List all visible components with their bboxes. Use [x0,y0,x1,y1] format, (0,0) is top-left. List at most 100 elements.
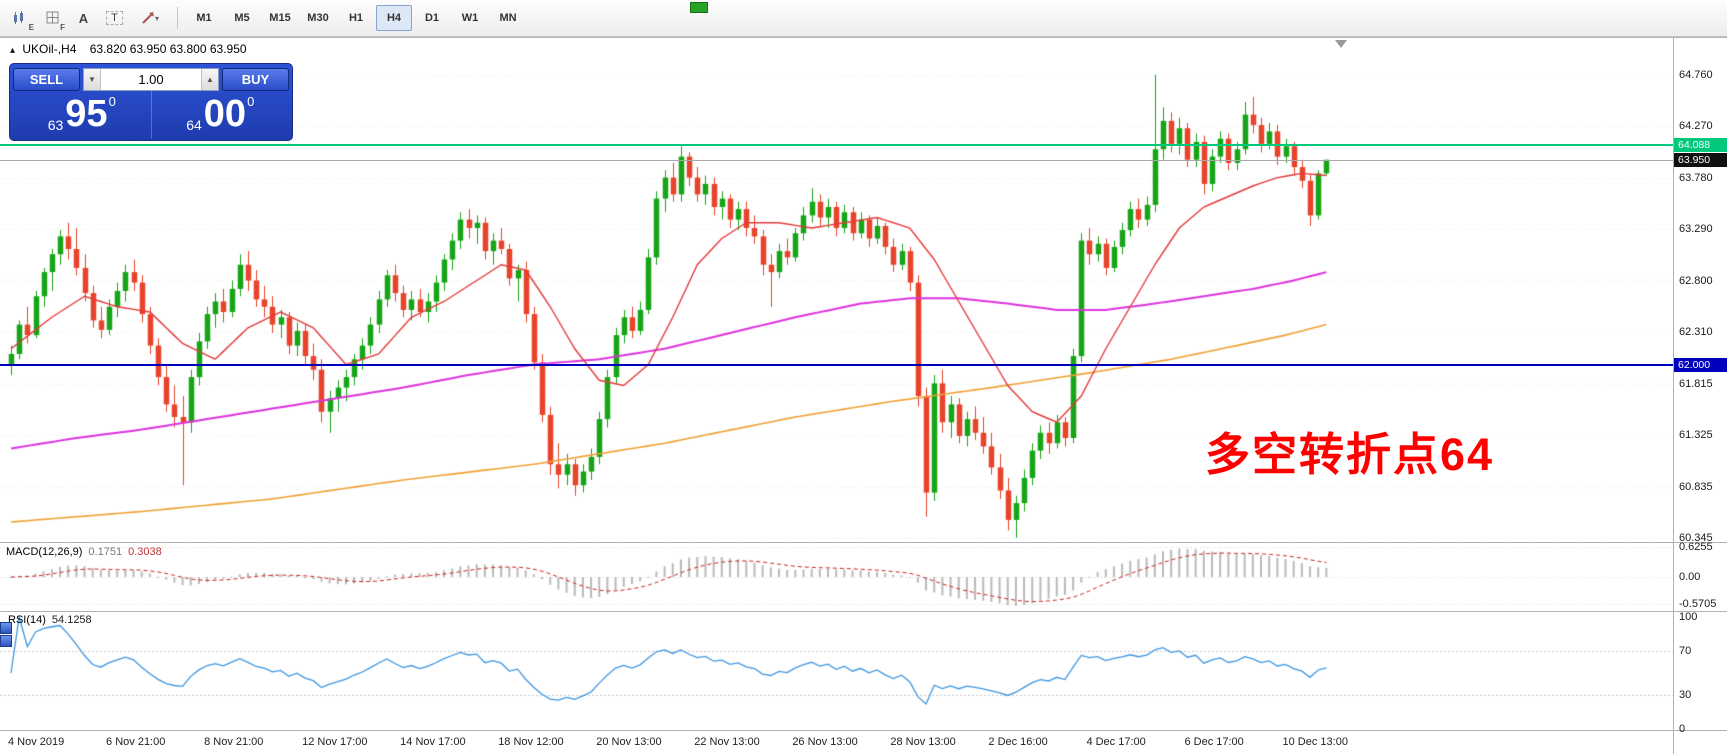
macd-splitter[interactable] [0,542,1727,543]
time-axis-label: 8 Nov 21:00 [204,736,264,748]
resistance-price-tag: 64.088 [1674,138,1727,153]
macd-signal-value: 0.3038 [128,546,162,558]
timeframe-button-H4[interactable]: H4 [376,5,412,31]
time-axis-label: 4 Nov 2019 [8,736,65,748]
buy-price-sup: 0 [247,94,255,109]
time-axis-label: 22 Nov 13:00 [694,736,760,748]
buy-price-main: 00 [203,93,247,135]
rsi-value: 54.1258 [51,614,92,626]
time-axis-label: 14 Nov 17:00 [400,736,466,748]
toolbar-separator [177,7,178,29]
time-axis-label: 4 Dec 17:00 [1086,736,1146,748]
macd-main-value: 0.1751 [88,546,123,558]
price-axis-label: 63.290 [1679,223,1713,236]
timeframe-button-M1[interactable]: M1 [196,12,212,24]
bid-price-line [0,159,1673,161]
price-axis-label: 61.815 [1679,377,1713,390]
timeframe-button-H1[interactable]: H1 [348,12,364,24]
support-price-tag: 62.000 [1674,357,1727,372]
volume-decrease-button[interactable]: ▼ [84,69,101,90]
collapse-trade-panel-icon[interactable]: ▴ [10,45,16,56]
sell-price-main: 95 [65,93,108,135]
ohlc-values: 63.820 63.950 63.800 63.950 [89,42,247,56]
price-axis-label: 60.835 [1679,480,1713,493]
time-axis-label: 2 Dec 16:00 [988,736,1048,748]
price-axis-label: 60.345 [1679,532,1713,545]
time-axis-label: 28 Nov 13:00 [890,736,956,748]
timeframe-button-W1[interactable]: W1 [461,12,479,24]
volume-increase-button[interactable]: ▲ [201,69,218,90]
price-axis-label: 61.325 [1679,429,1713,442]
chart-top-border [0,37,1727,38]
stray-window-icon [0,622,13,649]
price-axis-label: 63.780 [1679,171,1713,184]
macd-axis-label: -0.5705 [1679,598,1717,611]
macd-axis-label: 0.6255 [1679,540,1713,553]
sell-price-prefix: 63 [47,117,64,133]
sell-price-sup: 0 [108,94,116,109]
chevron-down-icon: ▾ [154,13,159,23]
shapes-dropdown-button[interactable]: ▾ [131,4,169,32]
timeframe-toolbar: M1 M5 M15 M30 H1 H4 D1 W1 MN [185,5,527,31]
one-click-trading-panel: SELL ▼ 1.00 ▲ BUY 63 95 0 64 00 0 [9,63,293,141]
timeframe-button-MN[interactable]: MN [499,12,517,24]
rsi-label: RSI(14) [8,614,46,626]
timeframe-button-D1[interactable]: D1 [424,12,440,24]
time-axis-label: 6 Dec 17:00 [1184,736,1244,748]
time-axis-label: 10 Dec 13:00 [1282,736,1348,748]
price-axis-label: 64.760 [1679,68,1713,81]
buy-button[interactable]: BUY [222,68,289,91]
rsi-axis-label: 100 [1679,611,1698,623]
support-hline[interactable] [0,363,1673,366]
time-axis-label: 6 Nov 21:00 [106,736,166,748]
macd-caption: MACD(12,26,9) 0.1751 0.3038 [6,546,162,558]
grid-icon [46,11,58,24]
candlestick-icon [14,11,23,24]
background-window-fragment-icon [690,2,708,13]
price-axis-label: 64.270 [1679,120,1713,133]
timeframe-button-M15[interactable]: M15 [269,12,291,24]
toolbar: E F A T ▾ M1 M5 M15 M30 H1 H4 D1 W1 MN [0,0,1727,37]
trade-panel-prices: 63 95 0 64 00 0 [13,91,289,139]
chart-shortcut-icon-e[interactable]: E [7,4,36,32]
volume-field[interactable]: ▼ 1.00 ▲ [83,68,219,91]
sell-price-button[interactable]: 63 95 0 [13,91,152,139]
buy-price-prefix: 64 [186,117,202,133]
time-axis-label: 26 Nov 13:00 [792,736,858,748]
timeframe-button-M5[interactable]: M5 [234,12,250,24]
resistance-hline[interactable] [0,144,1673,147]
label-a-icon: A [78,10,89,26]
sell-button[interactable]: SELL [13,68,80,91]
symbol-header: ▴ UKOil-,H4 63.820 63.950 63.800 63.950 [10,42,247,56]
rsi-splitter[interactable] [0,611,1727,612]
bid-price-tag: 63.950 [1674,152,1727,167]
rsi-caption: RSI(14) 54.1258 [8,614,92,626]
shortcut-letter: E [28,23,34,32]
buy-price-button[interactable]: 64 00 0 [152,91,290,139]
rsi-axis-label: 0 [1679,723,1686,735]
price-axis-label: 62.310 [1679,325,1713,338]
chart-annotation-text[interactable]: 多空转折点64 [1205,429,1495,480]
time-axis-label: 12 Nov 17:00 [302,736,368,748]
label-tool-button[interactable]: A [69,4,98,32]
arrow-shape-icon [142,12,154,24]
rsi-axis-label: 30 [1679,689,1692,702]
price-axis-label: 62.800 [1679,274,1713,287]
chart-shift-marker [1335,40,1347,48]
text-tool-button[interactable]: T [100,4,129,32]
price-axis-separator[interactable] [1673,38,1674,754]
time-axis-label: 20 Nov 13:00 [596,736,662,748]
symbol-title: UKOil-,H4 [22,42,77,56]
grid-shortcut-icon-f[interactable]: F [38,4,67,32]
text-t-icon: T [106,11,123,25]
volume-value[interactable]: 1.00 [138,72,164,87]
time-axis-label: 18 Nov 12:00 [498,736,564,748]
macd-axis-label: 0.00 [1679,571,1701,583]
timeframe-button-M30[interactable]: M30 [307,12,329,24]
time-axis-separator [0,730,1727,731]
trade-panel-controls: SELL ▼ 1.00 ▲ BUY [13,68,289,91]
shortcut-letter: F [60,23,65,32]
rsi-axis-label: 70 [1679,644,1692,657]
macd-label: MACD(12,26,9) [6,546,83,558]
